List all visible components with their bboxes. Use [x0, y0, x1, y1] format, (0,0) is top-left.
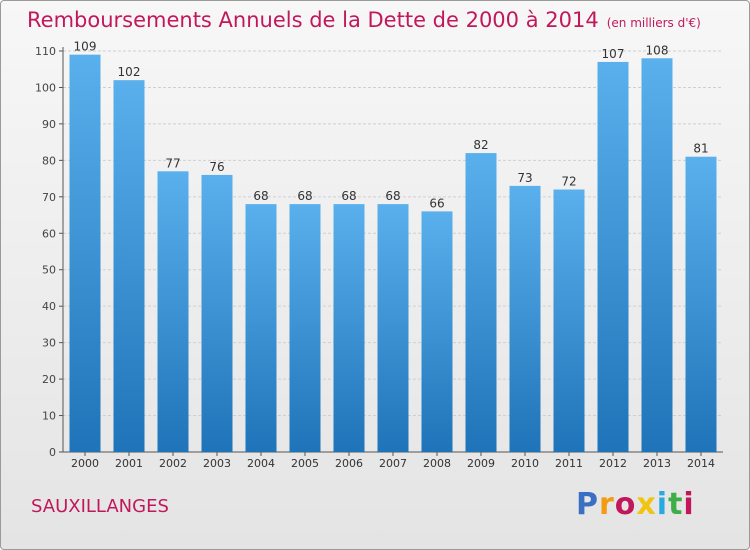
bar-value-label: 76: [209, 160, 224, 174]
bar: [509, 185, 541, 452]
value-labels: 109 102 77 76 68 68 68 68 66 82 73 72 107 108 81: [74, 40, 709, 211]
logo-letter: i: [656, 487, 669, 522]
bar-value-label: 109: [74, 40, 97, 54]
logo-letter: x: [636, 487, 657, 522]
bar: [421, 211, 453, 452]
bar-value-label: 68: [385, 189, 400, 203]
logo-letter: r: [599, 487, 615, 522]
bar-value-label: 102: [118, 65, 141, 79]
unit-subtitle: (en milliers d'€): [606, 16, 701, 30]
bar-value-label: 68: [253, 189, 268, 203]
x-tick-label: 2010: [511, 457, 539, 470]
x-tick-label: 2004: [247, 457, 275, 470]
axes: 0 10 20 30 40 50 60 70 80 90 100 110 2000 2001 2002 200…: [35, 45, 723, 470]
bar-value-label: 68: [341, 189, 356, 203]
logo-letter: P: [576, 487, 599, 522]
y-tick-label: 90: [42, 118, 56, 131]
x-tick-label: 2012: [599, 457, 627, 470]
bar: [641, 58, 673, 453]
y-tick-label: 60: [42, 227, 56, 240]
x-tick-label: 2011: [555, 457, 583, 470]
commune-name: SAUXILLANGES: [31, 496, 169, 517]
y-tick-label: 10: [42, 410, 56, 423]
x-tick-label: 2002: [159, 457, 187, 470]
x-tick-label: 2001: [115, 457, 143, 470]
x-tick-label: 2006: [335, 457, 363, 470]
x-tick-label: 2007: [379, 457, 407, 470]
bar-value-label: 107: [602, 47, 625, 61]
x-tick-label: 2008: [423, 457, 451, 470]
bar-value-label: 66: [429, 196, 444, 210]
logo-letter: i: [683, 487, 695, 522]
x-tick-label: 2009: [467, 457, 495, 470]
x-tick-label: 2005: [291, 457, 319, 470]
bar: [113, 80, 145, 452]
bar: [289, 204, 321, 452]
bars: [69, 54, 717, 453]
bar: [465, 153, 497, 452]
y-tick-label: 30: [42, 337, 56, 350]
y-tick-label: 20: [42, 373, 56, 386]
y-tick-label: 40: [42, 300, 56, 313]
y-tick-label: 110: [35, 45, 56, 58]
bar-value-label: 72: [561, 175, 576, 189]
bar: [553, 189, 585, 452]
logo-letter: t: [668, 487, 684, 522]
y-tick-label: 70: [42, 191, 56, 204]
x-tick-label: 2013: [643, 457, 671, 470]
logo-letter: o: [614, 487, 637, 522]
y-tick-label: 100: [35, 81, 56, 94]
x-tick-label: 2000: [71, 457, 99, 470]
bar: [333, 204, 365, 452]
bar-value-label: 108: [646, 43, 669, 57]
bar-value-label: 81: [693, 142, 708, 156]
chart-title: Remboursements Annuels de la Dette de 20…: [27, 8, 701, 32]
bar: [157, 171, 189, 453]
bar: [245, 204, 277, 452]
bar-value-label: 77: [165, 156, 180, 170]
y-tick-label: 0: [49, 446, 56, 459]
bar-value-label: 68: [297, 189, 312, 203]
title-text: Remboursements Annuels de la Dette de 20…: [27, 8, 599, 32]
bar: [597, 61, 629, 452]
proxiti-logo[interactable]: Proxiti: [576, 487, 695, 522]
bar: [69, 54, 101, 453]
y-tick-label: 80: [42, 154, 56, 167]
bar-value-label: 73: [517, 171, 532, 185]
bar: [201, 174, 233, 453]
bar: [377, 204, 409, 452]
x-tick-label: 2014: [687, 457, 715, 470]
bar: [685, 156, 717, 452]
y-tick-label: 50: [42, 264, 56, 277]
bar-value-label: 82: [473, 138, 488, 152]
x-tick-label: 2003: [203, 457, 231, 470]
